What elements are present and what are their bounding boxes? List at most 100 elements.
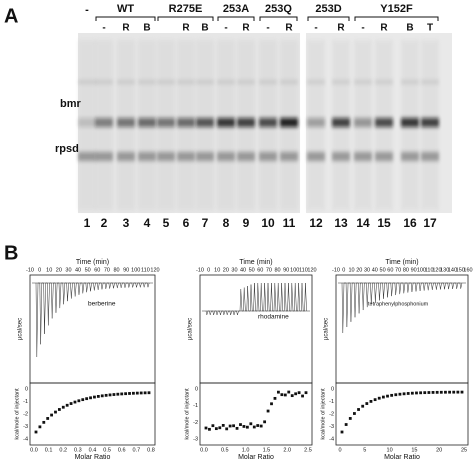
kcal-tick: -3 xyxy=(329,424,334,430)
itc-point xyxy=(147,391,151,395)
rpsd-band xyxy=(78,152,96,161)
group-label: 253D xyxy=(315,3,341,15)
time-tick: 120 xyxy=(150,267,159,273)
itc-point xyxy=(344,423,348,426)
kcal-tick: 0 xyxy=(331,386,334,392)
molar-label: Molar Ratio xyxy=(238,454,274,461)
itc-point xyxy=(124,392,128,396)
molar-tick: 25 xyxy=(461,447,467,453)
faint-band xyxy=(332,80,350,84)
rpsd-band xyxy=(375,152,393,161)
itc-point xyxy=(85,397,89,401)
itc-point xyxy=(373,398,377,402)
group-label: 253Q xyxy=(265,3,292,15)
itc-point xyxy=(42,420,46,424)
itc-point xyxy=(128,392,131,395)
time-tick: 90 xyxy=(283,267,289,273)
itc-point xyxy=(249,422,253,426)
rpsd-band xyxy=(280,152,298,161)
time-tick: 100 xyxy=(290,267,299,273)
time-tick: 50 xyxy=(85,267,91,273)
lane-number: 5 xyxy=(163,216,170,230)
itc-bottom-frame xyxy=(199,382,313,446)
faint-band xyxy=(177,80,195,84)
lane-condition: R xyxy=(182,23,190,34)
lane-number: 11 xyxy=(283,216,296,230)
itc-point xyxy=(89,396,92,400)
itc-point xyxy=(221,423,225,427)
rpsd-band xyxy=(421,152,439,161)
time-tick: -10 xyxy=(26,267,34,273)
molar-tick: 0.2 xyxy=(59,447,67,453)
compound-name: rhodamine xyxy=(258,314,289,321)
bmr-band xyxy=(157,118,175,127)
time-tick: 120 xyxy=(432,267,441,273)
time-tick: 50 xyxy=(380,267,386,273)
kcal-tick: -2 xyxy=(23,411,28,417)
itc-point xyxy=(214,427,218,431)
rpsd-band xyxy=(138,152,156,161)
time-tick: 0 xyxy=(207,267,210,273)
itc-point xyxy=(439,390,443,394)
itc-point xyxy=(386,394,389,398)
lane-condition: - xyxy=(85,4,89,16)
itc-point xyxy=(46,417,50,420)
itc-point xyxy=(448,390,451,394)
lane-condition: B xyxy=(201,23,208,34)
lane-condition: R xyxy=(337,23,345,34)
time-tick: 80 xyxy=(403,267,409,273)
itc-point xyxy=(266,409,270,413)
molar-tick: 0.0 xyxy=(30,447,38,453)
molar-tick: 10 xyxy=(387,447,393,453)
lane-number: 8 xyxy=(223,216,230,230)
time-tick: 20 xyxy=(56,267,62,273)
lane-number: 2 xyxy=(101,216,108,230)
faint-band xyxy=(217,80,235,84)
time-tick: 60 xyxy=(257,267,263,273)
lane-number: 9 xyxy=(243,216,250,230)
group-label: R275E xyxy=(169,3,203,15)
molar-tick: 5 xyxy=(363,447,366,453)
bmr-band xyxy=(95,118,113,127)
group-label: WT xyxy=(117,3,134,15)
time-tick: 50 xyxy=(249,267,255,273)
itc-point xyxy=(377,396,381,400)
bmr-band xyxy=(280,118,298,127)
bmr-band xyxy=(421,118,439,127)
itc-point xyxy=(93,395,96,399)
lane-condition: - xyxy=(361,23,364,34)
itc-trace xyxy=(35,282,150,358)
lane-condition: R xyxy=(242,23,250,34)
bmr-band xyxy=(332,118,350,127)
itc-point xyxy=(283,393,287,397)
time-tick: 60 xyxy=(387,267,393,273)
lane-condition: - xyxy=(266,23,269,34)
lane-number: 17 xyxy=(423,216,437,230)
molar-tick: 15 xyxy=(411,447,417,453)
itc-point xyxy=(398,392,402,396)
rpsd-band xyxy=(354,152,372,161)
lane-number: 15 xyxy=(377,216,391,230)
group-bracket xyxy=(307,16,350,21)
time-tick: 80 xyxy=(113,267,119,273)
itc-point xyxy=(357,408,360,411)
itc-point xyxy=(204,426,208,430)
lane-condition: - xyxy=(314,23,317,34)
time-tick: -10 xyxy=(196,267,204,273)
lane-number: 10 xyxy=(261,216,275,230)
molar-tick: 0.8 xyxy=(147,447,155,453)
lane-condition: T xyxy=(427,23,433,34)
itc-point xyxy=(294,392,298,396)
itc-point xyxy=(348,417,352,420)
time-tick: 40 xyxy=(372,267,378,273)
kcal-tick: -2 xyxy=(329,411,334,417)
itc-point xyxy=(415,391,418,395)
lane-number: 1 xyxy=(84,216,91,230)
itc-point xyxy=(135,391,139,395)
group-bracket xyxy=(354,16,439,21)
bmr-band xyxy=(117,118,135,127)
itc-point xyxy=(259,424,263,428)
time-tick: 110 xyxy=(425,267,434,273)
itc-point xyxy=(116,392,120,396)
itc-point xyxy=(381,395,385,399)
